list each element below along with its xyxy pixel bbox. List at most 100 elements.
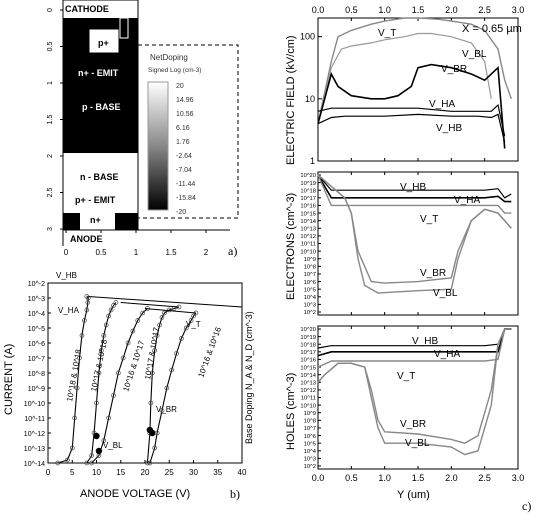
- el-ytick-label: 10^20: [300, 173, 316, 179]
- p-base-label: p - BASE: [82, 102, 121, 112]
- el-series-1: [317, 174, 512, 203]
- ho-ytick-label: 10^4: [304, 449, 317, 455]
- c-bottom-xtick-label: 1.0: [378, 473, 391, 483]
- c-bottom-xtick-label: 0.0: [312, 473, 325, 483]
- ho-ytick-label: 10^11: [301, 396, 316, 402]
- c-top-xtick-label: 0.0: [312, 5, 325, 15]
- a-ytick-label: 2.5: [47, 188, 54, 198]
- b-ytick-label: 10^-10: [24, 401, 45, 408]
- el-label-vhb: V_HB: [400, 182, 426, 193]
- b-xtick-label: 35: [213, 468, 222, 477]
- legend-value: 20: [176, 83, 184, 90]
- n-plus-label-1: n+: [90, 215, 101, 225]
- iv-point: [55, 460, 61, 466]
- b-ytick-label: 10^-7: [28, 356, 45, 363]
- iv-point: [152, 445, 158, 451]
- iv-annot-vbl: V_BL: [103, 441, 123, 450]
- iv-point: [183, 325, 189, 331]
- ef-series-0: [317, 17, 512, 124]
- iv-point: [169, 367, 175, 373]
- c-top-xtick-label: 0.5: [345, 5, 358, 15]
- iv-point: [188, 318, 194, 323]
- doping-label-3: 10^16 & 10^17: [121, 339, 146, 393]
- b-ytick-label: 10^-14: [24, 461, 45, 468]
- ho-series-2: [317, 328, 512, 368]
- el-label-vha: V_HA: [454, 195, 480, 206]
- el-label-vt: V_T: [420, 214, 438, 225]
- c-top-xtick-label: 3.0: [512, 5, 525, 15]
- c-top-xtick-label: 1.5: [412, 5, 425, 15]
- iv-point: [120, 355, 126, 361]
- legend-title: NetDoping: [150, 53, 188, 62]
- a-xtick-label: 0: [64, 248, 69, 257]
- doping-label-4: 10^17 & 10^17: [143, 326, 161, 380]
- el-ytick-label: 10^6: [304, 280, 316, 286]
- iv-point: [113, 300, 119, 305]
- iv-point: [108, 307, 114, 313]
- b-xtick-label: 20: [141, 468, 150, 477]
- ho-label-vt: V_T: [397, 371, 415, 382]
- p-plus-label: p+: [98, 38, 109, 48]
- el-ytick-label: 10^8: [304, 265, 316, 271]
- p-emit-label: p+ - EMIT: [75, 195, 116, 205]
- ho-label-vbl: V_BL: [405, 438, 430, 449]
- el-ytick-label: 10^15: [300, 211, 316, 217]
- a-ytick-label: 1.5: [47, 115, 54, 125]
- ef-ytick-label: 100: [300, 32, 315, 42]
- el-ytick-label: 10^7: [304, 272, 316, 278]
- ef-label-vha: V_HA: [429, 99, 455, 110]
- el-ytick-label: 10^14: [300, 219, 316, 225]
- ho-ytick-label: 10^3: [304, 457, 316, 463]
- el-label-vbl: V_BL: [433, 288, 458, 299]
- ho-ylabel: HOLES (cm^-3): [285, 373, 297, 450]
- iv-snapback-line: [120, 302, 179, 308]
- ho-ytick-label: 10^8: [304, 419, 316, 425]
- iv-point: [101, 333, 107, 338]
- ho-ytick-label: 10^17: [300, 350, 316, 356]
- c-top-xtick-label: 1.0: [378, 5, 391, 15]
- iv-point: [191, 313, 196, 319]
- el-series-4: [317, 174, 512, 294]
- ho-series-4: [317, 328, 506, 456]
- iv-point: [89, 460, 95, 466]
- a-xtick-label: 1.5: [165, 248, 177, 257]
- iv-point: [130, 328, 136, 334]
- ef-series-3: [317, 103, 506, 137]
- profiles-panel: 0.0 0.0 0.5 0.5 1.0 1.0 1.5 1.5 2.0 2.0 2.5 2.5 3.0 3…: [285, 5, 531, 513]
- doping-label-5: 10^16 & 10^16: [196, 325, 223, 378]
- doping-label-2: 10^17 & 10^18: [89, 338, 109, 392]
- iv-point: [115, 370, 121, 376]
- ef-label-vbl: V_BL: [462, 49, 487, 60]
- ho-ytick-label: 10^15: [300, 365, 316, 371]
- iv-side-label: Base Doping N_A & N_D (cm^-3): [244, 311, 254, 444]
- ho-ytick-label: 10^5: [304, 441, 316, 447]
- iv-marker: [149, 429, 156, 437]
- iv-point: [106, 415, 111, 421]
- panel-c-label: c): [522, 499, 531, 513]
- iv-point: [106, 313, 111, 319]
- iv-point: [96, 370, 102, 376]
- device-structure-panel: CATHODE p+ n+ - EMIT p - BASE n - BASE p…: [47, 0, 239, 258]
- c-top-xtick-label: 2.0: [445, 5, 458, 15]
- ho-series-1: [317, 328, 512, 357]
- iv-point: [94, 400, 99, 406]
- c-bottom-xtick-label: 2.0: [445, 473, 458, 483]
- n-plus-label-2: n+: [125, 214, 136, 224]
- iv-point: [147, 460, 153, 466]
- c-bottom-xtick-label: 2.5: [478, 473, 491, 483]
- a-ytick-label: 0: [47, 8, 54, 12]
- ef-ytick-label: 10: [305, 94, 315, 104]
- iv-ylabel: CURRENT (A): [3, 344, 15, 415]
- legend-value: 14.96: [176, 97, 194, 104]
- iv-point: [84, 460, 90, 466]
- el-ytick-label: 10^11: [301, 242, 316, 248]
- iv-point: [164, 385, 170, 391]
- el-ytick-label: 10^16: [300, 204, 316, 210]
- el-ytick-label: 10^9: [304, 257, 316, 263]
- ho-ytick-label: 10^13: [300, 380, 316, 386]
- b-ytick-label: 10^-2: [28, 281, 45, 288]
- b-ytick-label: 10^-13: [24, 446, 45, 453]
- iv-xlabel: ANODE VOLTAGE (V): [80, 488, 190, 500]
- position-note: X = 0.65 µm: [462, 23, 522, 35]
- iv-point: [103, 322, 109, 328]
